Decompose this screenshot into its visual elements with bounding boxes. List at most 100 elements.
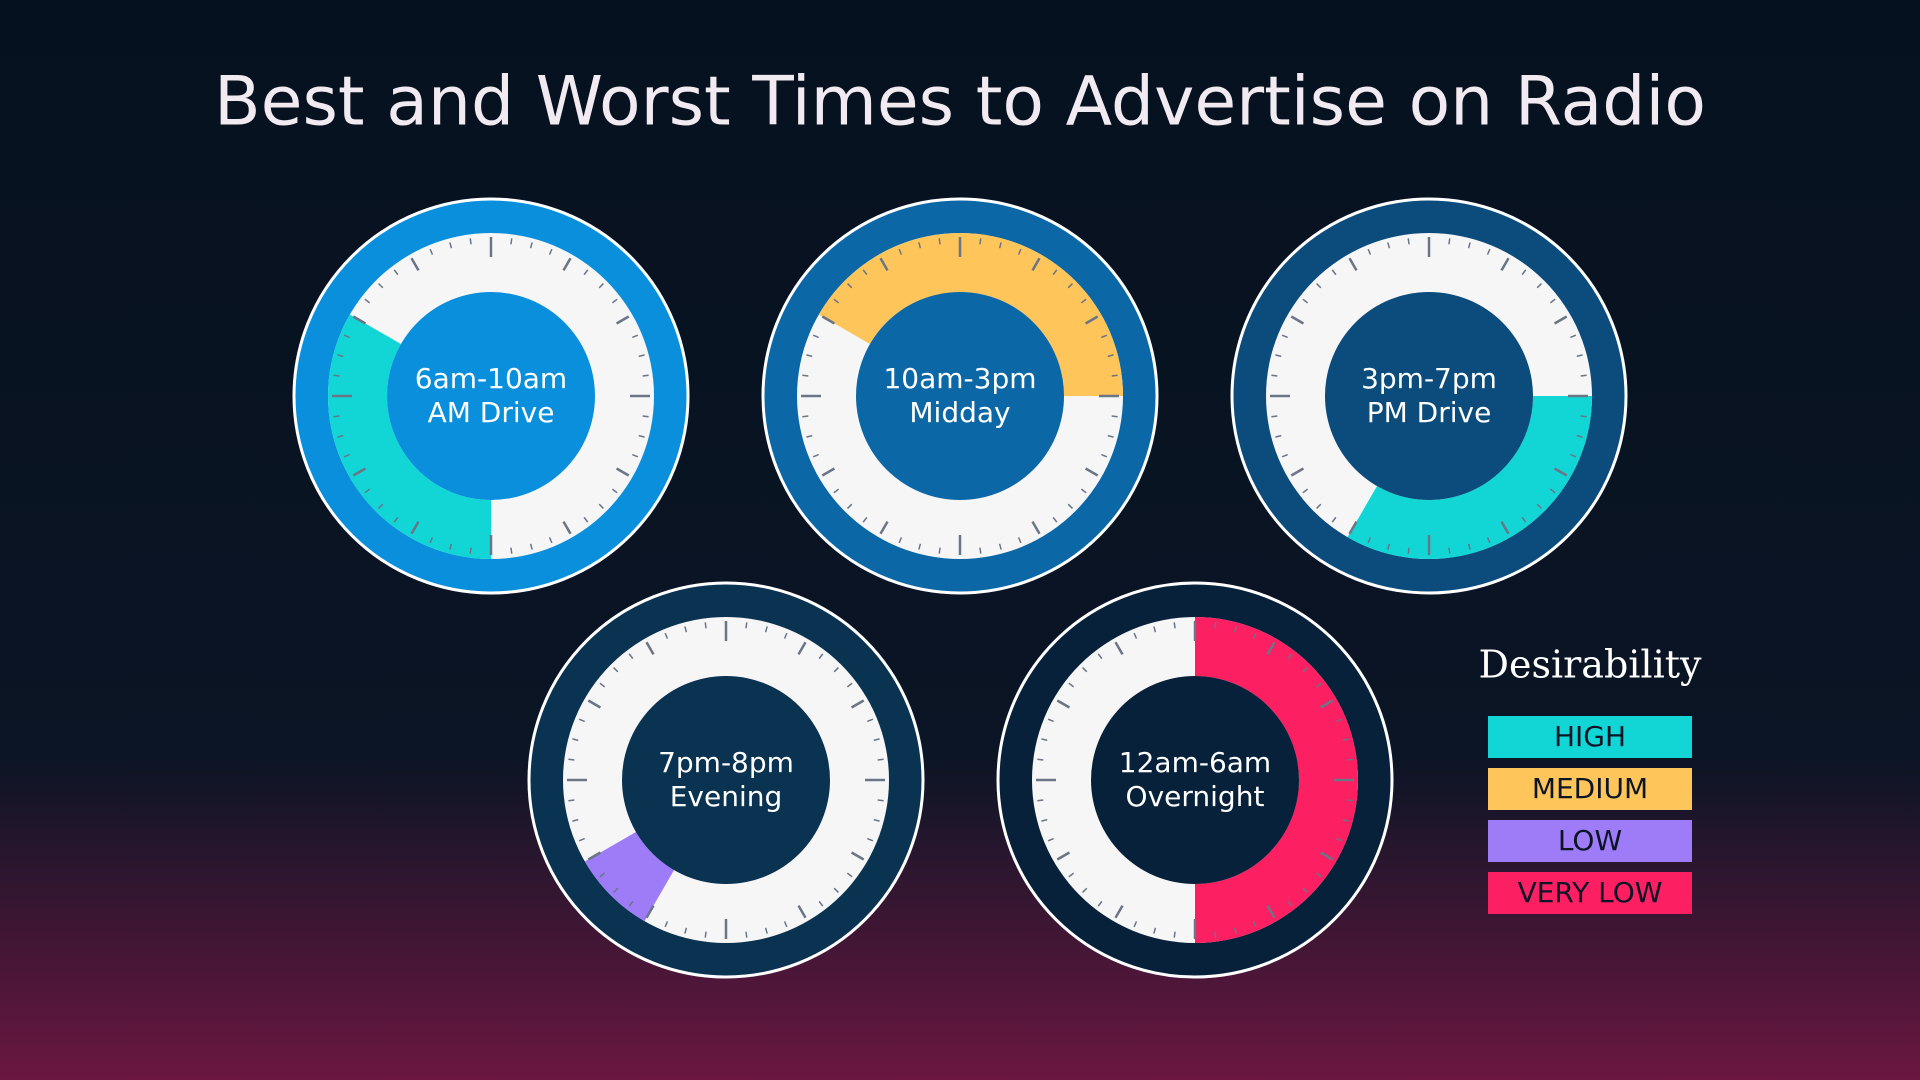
dial-tick xyxy=(797,904,807,919)
dial-tick xyxy=(583,269,589,276)
legend-swatch xyxy=(1488,872,1692,914)
dial-tick xyxy=(378,503,384,509)
legend-label: MEDIUM xyxy=(1532,772,1648,805)
dial-tick xyxy=(568,758,575,761)
dial-tick xyxy=(806,354,813,358)
dial-tick xyxy=(393,269,399,276)
legend-label: VERY LOW xyxy=(1518,876,1663,909)
dial-tick xyxy=(862,269,868,276)
dial-tick xyxy=(764,626,768,633)
dial-tick xyxy=(628,900,634,907)
dial-tick xyxy=(1101,334,1108,339)
dial-tick xyxy=(343,453,350,458)
dial-tick xyxy=(632,453,639,458)
dial-tick xyxy=(818,900,824,907)
dial-tick xyxy=(846,682,853,688)
dial-tick xyxy=(918,543,922,550)
dial-tick xyxy=(1097,653,1103,660)
dial-tick xyxy=(1448,238,1451,245)
dial-tick xyxy=(1281,334,1288,339)
dial-tick xyxy=(1553,467,1568,477)
dial-tick xyxy=(638,434,645,438)
dial-tick xyxy=(802,415,809,418)
dial-tick xyxy=(1342,818,1349,822)
dial-tick xyxy=(410,520,420,535)
dial-tick xyxy=(611,298,618,304)
time-arc xyxy=(584,832,674,922)
dial-tick xyxy=(583,516,589,523)
clock-name: Evening xyxy=(670,780,783,813)
clock-name: Midday xyxy=(909,396,1010,429)
dial-tick xyxy=(578,837,585,842)
dial-tick xyxy=(918,242,922,249)
dial-tick xyxy=(587,851,602,861)
dial-tick xyxy=(873,818,880,822)
dial-tick xyxy=(1068,682,1075,688)
time-arc xyxy=(328,314,491,559)
dial-tick xyxy=(821,467,836,477)
dial-tick xyxy=(645,904,655,919)
dial-tick xyxy=(1107,434,1114,438)
dial-tick xyxy=(352,315,367,325)
dial-tick xyxy=(615,315,630,325)
dial-tick xyxy=(879,257,889,272)
dial-tick xyxy=(850,699,865,709)
dial-tick xyxy=(1302,667,1308,673)
dial-tick xyxy=(1346,799,1353,802)
dial-tick xyxy=(1316,283,1322,289)
dial-tick xyxy=(429,537,434,544)
dial-tick xyxy=(745,931,748,938)
dial-tick xyxy=(1342,738,1349,742)
dial-tick xyxy=(1331,516,1337,523)
dial-tick xyxy=(1407,547,1410,554)
dial-tick xyxy=(898,537,903,544)
dial-tick xyxy=(568,799,575,802)
dial-tick xyxy=(1031,257,1041,272)
dial-tick xyxy=(1367,248,1372,255)
dial-tick xyxy=(1570,334,1577,339)
dial-tick xyxy=(1252,921,1257,928)
dial-tick xyxy=(898,248,903,255)
dial-tick xyxy=(1214,622,1217,629)
dial-tick xyxy=(1233,927,1237,934)
dial-tick xyxy=(1549,488,1556,494)
time-arc xyxy=(818,233,1123,396)
clock-time: 10am-3pm xyxy=(883,362,1036,395)
dial-tick xyxy=(1084,467,1099,477)
dial-tick xyxy=(979,547,982,554)
dial-tick xyxy=(867,837,874,842)
dial-tick xyxy=(429,248,434,255)
dial-tick xyxy=(1031,520,1041,535)
dial-tick xyxy=(1082,667,1088,673)
dial-tick xyxy=(578,718,585,723)
dial-tick xyxy=(364,488,371,494)
dial-tick xyxy=(1387,543,1391,550)
dial-tick xyxy=(587,699,602,709)
dial-tick xyxy=(1319,851,1334,861)
dial-tick xyxy=(998,242,1002,249)
dial-tick xyxy=(1315,872,1322,878)
dial-tick xyxy=(846,872,853,878)
dial-tick xyxy=(867,718,874,723)
dial-tick xyxy=(833,488,840,494)
dial-tick xyxy=(1290,467,1305,477)
dial-tick xyxy=(1153,626,1157,633)
dial-tick xyxy=(638,354,645,358)
dial-tick xyxy=(529,242,533,249)
dial-tick xyxy=(806,434,813,438)
dial-tick xyxy=(599,872,606,878)
dial-tick xyxy=(1536,283,1542,289)
dial-tick xyxy=(611,488,618,494)
dial-tick xyxy=(833,298,840,304)
dial-tick xyxy=(877,799,884,802)
dial-tick xyxy=(783,632,788,639)
dial-tick xyxy=(1233,626,1237,633)
dial-tick xyxy=(1056,851,1071,861)
dial-tick xyxy=(1336,837,1343,842)
dial-tick xyxy=(1580,415,1587,418)
dial-tick xyxy=(1275,354,1282,358)
dial-tick xyxy=(704,931,707,938)
dial-tick xyxy=(797,641,807,656)
dial-tick xyxy=(1521,516,1527,523)
